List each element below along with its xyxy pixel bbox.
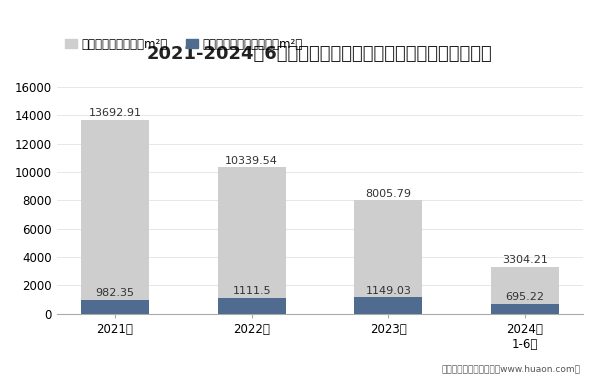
Bar [218,298,286,314]
Text: 982.35: 982.35 [96,288,135,298]
Legend: 商品房销售面积（万m²）, 商品房现房销售面积（万m²）: 商品房销售面积（万m²）, 商品房现房销售面积（万m²） [63,35,305,53]
Text: 8005.79: 8005.79 [365,189,411,199]
Bar [354,200,422,314]
Text: 1149.03: 1149.03 [365,286,411,296]
Text: 制图：华经产业研究院（www.huaon.com）: 制图：华经产业研究院（www.huaon.com） [441,364,580,373]
Bar [81,300,150,314]
Bar [354,297,422,314]
Text: 695.22: 695.22 [505,293,544,302]
Bar [81,120,150,314]
Title: 2021-2024年6月四川省房地产商品房及商品房现房销售面积: 2021-2024年6月四川省房地产商品房及商品房现房销售面积 [147,45,493,63]
Bar [491,267,559,314]
Text: 3304.21: 3304.21 [502,255,548,265]
Bar [218,167,286,314]
Bar [491,304,559,314]
Text: 10339.54: 10339.54 [225,156,278,166]
Text: 1111.5: 1111.5 [233,287,271,296]
Text: 13692.91: 13692.91 [89,108,142,118]
